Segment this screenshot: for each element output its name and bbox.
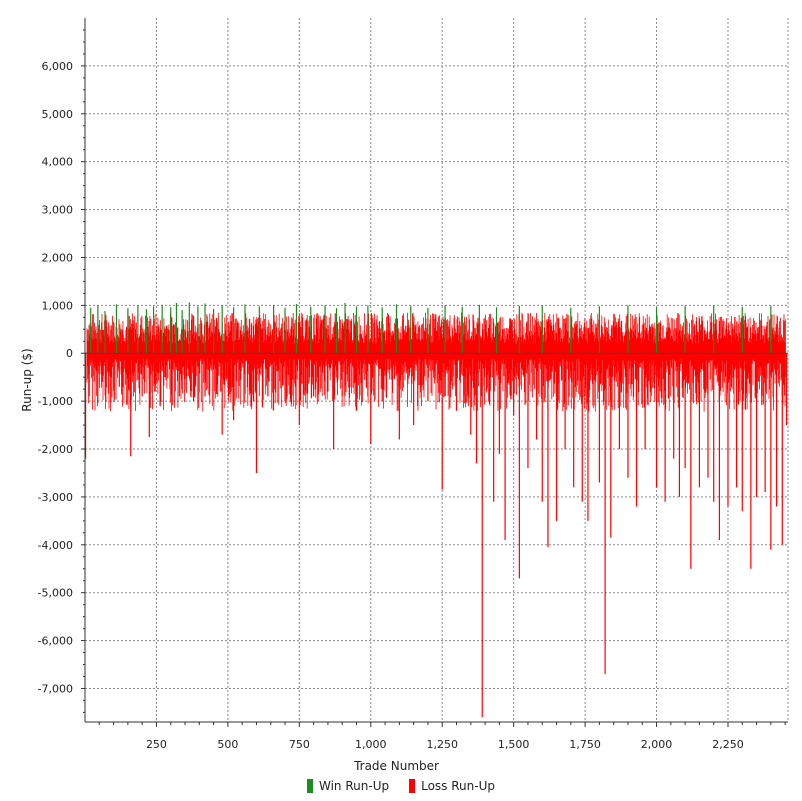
y-tick-label: -3,000: [38, 491, 73, 504]
legend-label-win: Win Run-Up: [319, 779, 390, 793]
y-tick-label: 5,000: [42, 108, 74, 121]
bars-background: [86, 312, 786, 412]
x-tick-label: 1,500: [498, 738, 530, 751]
y-tick-label: 4,000: [42, 156, 74, 169]
y-axis-title: Run-up ($): [20, 348, 34, 411]
loss-run-up-texture: [86, 312, 786, 412]
y-tick-label: 2,000: [42, 251, 74, 264]
x-tick-label: 250: [146, 738, 167, 751]
x-tick-label: 1,750: [569, 738, 601, 751]
x-tick-label: 2,250: [712, 738, 744, 751]
y-tick-label: -2,000: [38, 443, 73, 456]
y-axis-ticks: 6,000 5,000 4,000 3,000 2,000 1,000 0 -1,000 -2,…: [38, 29, 85, 713]
y-tick-label: -4,000: [38, 539, 73, 552]
y-tick-label: -6,000: [38, 635, 73, 648]
y-tick-label: -1,000: [38, 395, 73, 408]
y-tick-label: 1,000: [42, 299, 74, 312]
y-tick-label: 6,000: [42, 60, 74, 73]
x-axis-ticks: 250 500 750 1,000 1,250 1,500 1,750 2,000 2,250: [98, 722, 786, 751]
legend-swatch-loss: [409, 779, 416, 793]
legend-item-loss: Loss Run-Up: [409, 779, 495, 793]
x-tick-label: 1,000: [355, 738, 387, 751]
y-tick-label: -5,000: [38, 587, 73, 600]
x-tick-label: 2,000: [641, 738, 673, 751]
legend: Win Run-Up Loss Run-Up: [0, 775, 802, 797]
y-tick-label: 0: [66, 347, 73, 360]
x-axis-title: Trade Number: [353, 759, 439, 773]
legend-item-win: Win Run-Up: [307, 779, 389, 793]
y-tick-label: 3,000: [42, 204, 74, 217]
y-tick-label: -7,000: [38, 682, 73, 695]
data-bars: [84, 302, 788, 718]
x-tick-label: 750: [289, 738, 310, 751]
x-tick-label: 500: [217, 738, 238, 751]
legend-swatch-win: [307, 779, 313, 793]
legend-label-loss: Loss Run-Up: [421, 779, 495, 793]
x-tick-label: 1,250: [426, 738, 458, 751]
